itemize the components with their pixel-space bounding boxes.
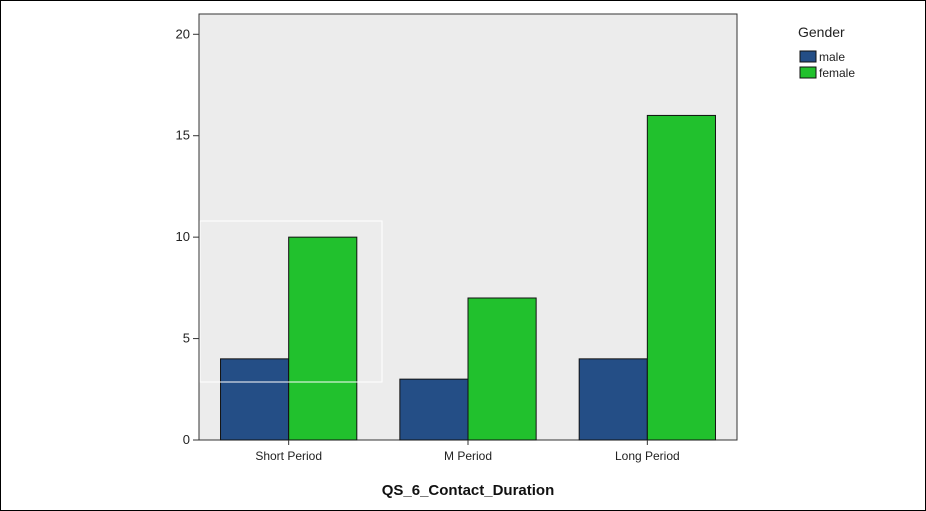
x-tick-label: M Period — [444, 449, 492, 463]
legend-label-male: male — [819, 50, 845, 64]
y-tick-label: 20 — [176, 26, 190, 41]
x-axis-title: QS_6_Contact_Duration — [382, 482, 555, 499]
y-tick-label: 15 — [176, 128, 190, 143]
legend-label-female: female — [819, 66, 855, 80]
legend-swatch-male — [799, 50, 817, 63]
legend-title: Gender — [798, 24, 845, 40]
legend-swatch-female — [799, 66, 817, 79]
x-tick-label: Short Period — [255, 449, 322, 463]
legend: Gender male female — [798, 24, 855, 80]
bar-male-m-period — [399, 378, 469, 441]
y-tick-label: 5 — [183, 331, 190, 346]
y-tick-label: 0 — [183, 432, 190, 447]
bar-female-m-period — [467, 297, 537, 441]
bar-female-long-period — [646, 114, 716, 441]
bar-female-short-period — [288, 236, 358, 441]
y-tick-label: 10 — [176, 229, 190, 244]
highlight-box — [199, 220, 383, 383]
x-axis: Short Period M Period Long Period — [255, 440, 680, 463]
bars — [220, 114, 716, 441]
y-axis: 0 5 10 15 20 — [176, 26, 199, 447]
x-tick-label: Long Period — [615, 449, 680, 463]
bar-male-long-period — [578, 358, 648, 441]
bar-male-short-period — [220, 358, 290, 441]
